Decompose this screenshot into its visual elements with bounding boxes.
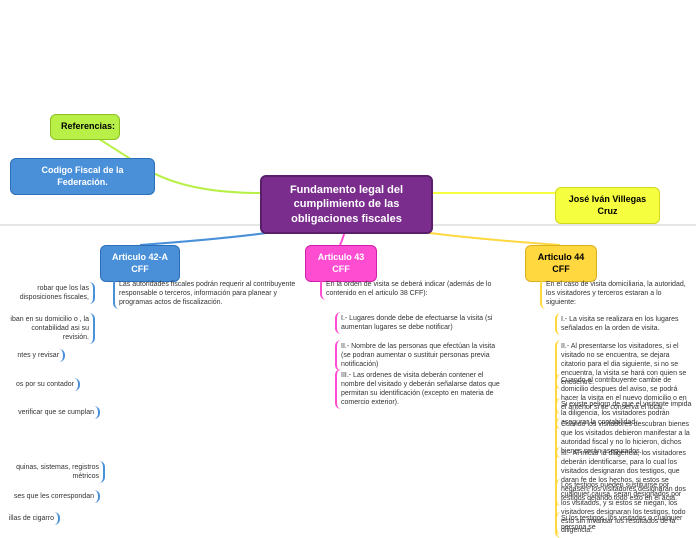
art42-left-7: ses que les correspondan	[0, 490, 100, 503]
art44-item-1: I.- La visita se realizara en los lugare…	[555, 313, 696, 335]
author-node: José Iván Villegas Cruz	[555, 187, 660, 224]
author-label: José Iván Villegas Cruz	[569, 194, 646, 216]
art42-left-4: os por su contador	[0, 378, 80, 391]
art42-left-3: ntes y revisar	[0, 349, 65, 362]
art44-title: Articulo 44 CFF	[538, 252, 585, 274]
references-body: Codigo Fiscal de la Federación.	[10, 158, 155, 195]
art43-desc: En la orden de visita se deberá indicar …	[320, 278, 500, 300]
art44-node: Articulo 44 CFF	[525, 245, 597, 282]
art42-left-2: iban en su domicilio o , la contabilidad…	[0, 313, 95, 344]
art42-left-6: quinas, sistemas, registros métricos	[0, 461, 105, 483]
art44-desc: En el caso de visita domiciliaria, la au…	[540, 278, 696, 309]
art43-node: Articulo 43 CFF	[305, 245, 377, 282]
art43-item-2: II.- Nombre de las personas que efectúan…	[335, 340, 510, 371]
art42-left-5: verificar que se cumplan	[0, 406, 100, 419]
art43-item-3: III.- Las ordenes de visita deberán cont…	[335, 369, 510, 409]
art42a-title: Articulo 42-A CFF	[112, 252, 168, 274]
references-body-label: Codigo Fiscal de la Federación.	[41, 165, 123, 187]
art42-left-8: illas de cigarro	[0, 512, 60, 525]
art43-title: Articulo 43 CFF	[318, 252, 365, 274]
art44-item-8: Si los testigos, los visitados o cualqui…	[555, 512, 696, 534]
art42a-node: Articulo 42-A CFF	[100, 245, 180, 282]
root-node: Fundamento legal del cumplimiento de las…	[260, 175, 433, 234]
art42a-desc: Las autoridades fiscales podrán requerir…	[113, 278, 313, 309]
root-title: Fundamento legal del cumplimiento de las…	[290, 184, 403, 225]
art42-left-1: robar que los las disposiciones fiscales…	[0, 282, 95, 304]
art43-item-1: I.- Lugares donde debe de efectuarse la …	[335, 312, 510, 334]
references-head: Referencias:	[50, 114, 120, 140]
references-head-label: Referencias:	[61, 121, 115, 131]
